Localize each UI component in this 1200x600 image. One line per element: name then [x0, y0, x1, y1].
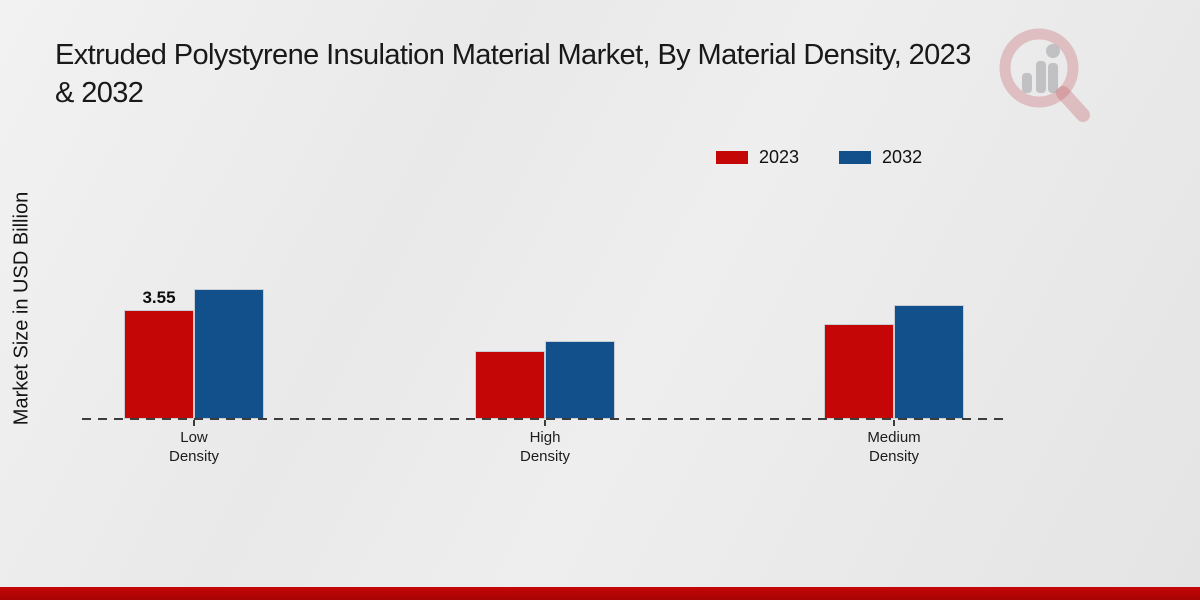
x-axis-tick-medium-density — [893, 420, 895, 426]
x-axis-tick-high-density — [544, 420, 546, 426]
legend-label-2032: 2032 — [882, 147, 923, 167]
legend-item-2032: 2032 — [839, 147, 922, 168]
chart-title-line1: Extruded Polystyrene Insulation Material… — [55, 39, 971, 71]
x-axis-label-low-density: Low Density — [168, 429, 220, 465]
bar-2032-high-density — [545, 341, 615, 419]
bar-2023-high-density — [475, 351, 545, 419]
x-axis-tick-low-density — [193, 420, 195, 426]
y-axis-label: Market Size in USD Billion — [10, 191, 33, 426]
bar-2032-medium-density — [894, 305, 964, 419]
legend-swatch-2032 — [839, 151, 872, 164]
footer-accent-bar — [0, 587, 1200, 600]
chart-title: Extruded Polystyrene Insulation Material… — [55, 36, 971, 112]
x-axis-label-high-density: High Density — [519, 429, 571, 465]
legend-swatch-2023 — [716, 151, 748, 164]
bar-2023-low-density — [124, 310, 194, 419]
bar-value-label-2023-low-density: 3.55 — [142, 288, 176, 307]
chart-title-line2: & 2032 — [55, 77, 144, 109]
bar-2032-low-density — [194, 289, 264, 419]
legend-item-2023: 2023 — [716, 147, 799, 168]
magnifier-chart-logo-icon — [993, 20, 1097, 129]
legend: 2023 2032 — [716, 147, 922, 168]
bar-2023-medium-density — [824, 324, 894, 419]
x-axis-label-medium-density: Medium Density — [867, 429, 921, 465]
x-axis-baseline — [82, 418, 1008, 420]
legend-label-2023: 2023 — [759, 147, 800, 167]
